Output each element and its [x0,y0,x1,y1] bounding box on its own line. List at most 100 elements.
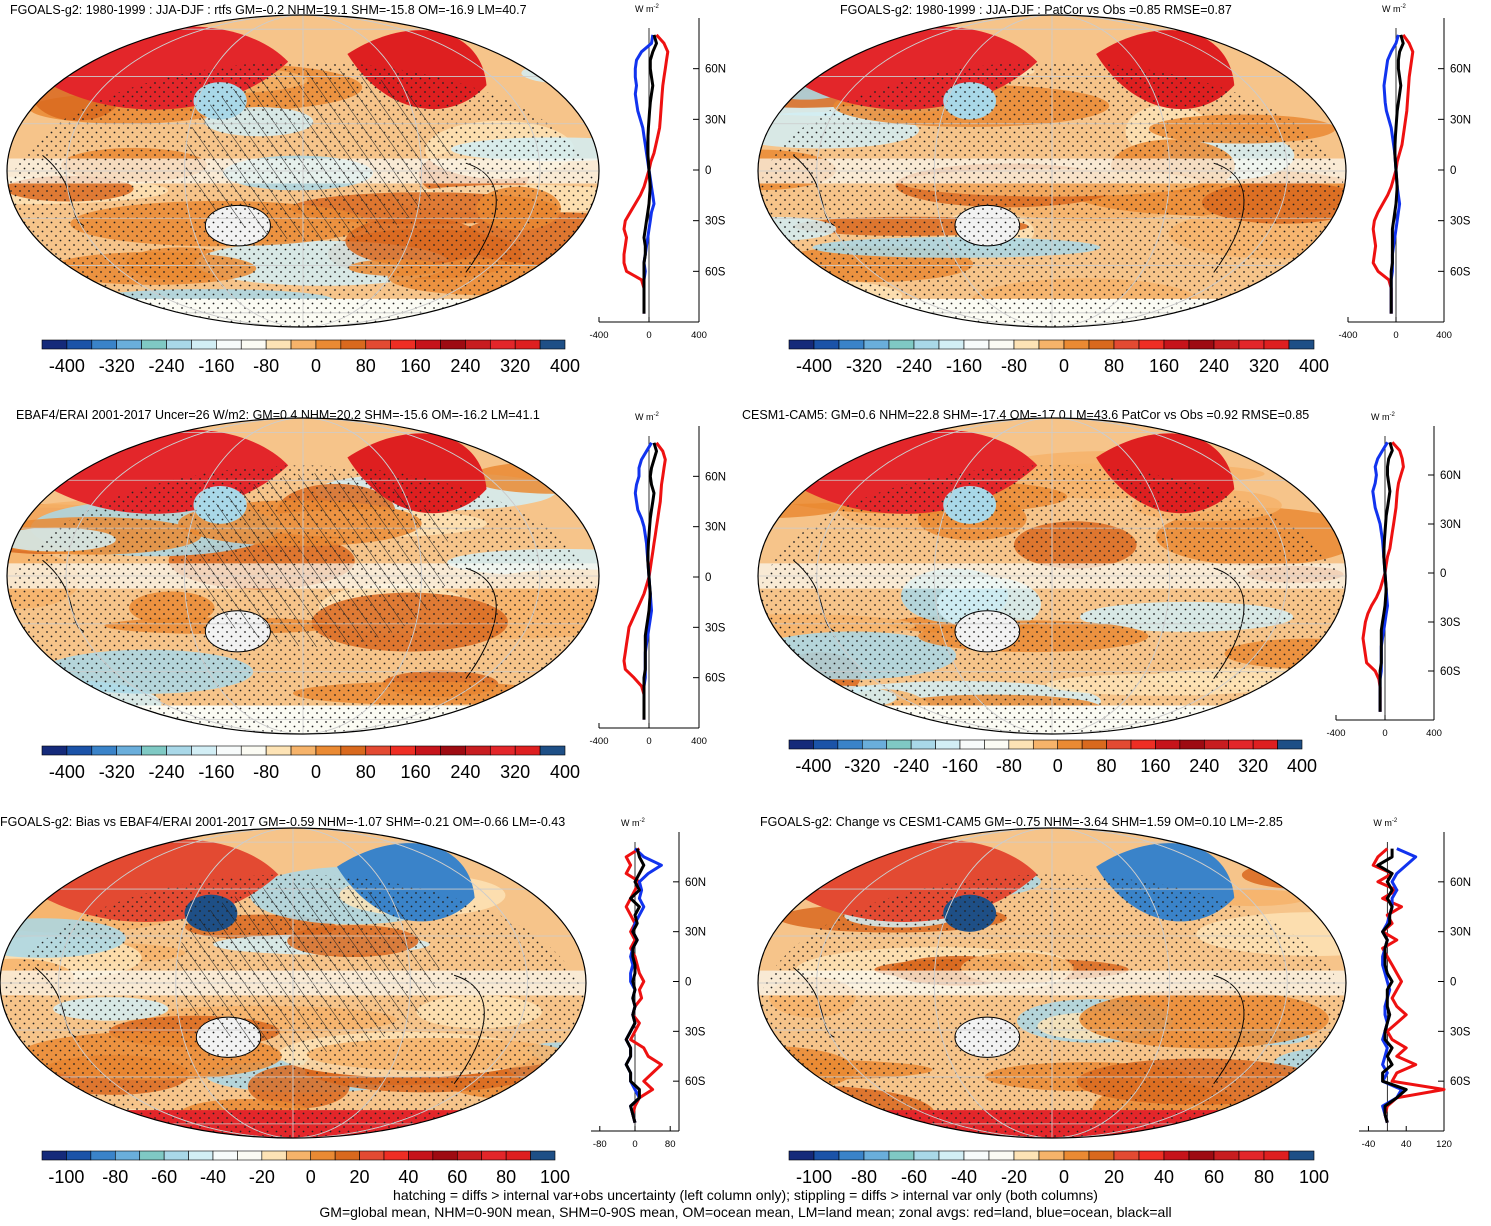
panel-c: EBAF4/ERAI 2001-2017 Uncer=26 W/m2: GM=0… [0,408,726,782]
colorbar-swatch [216,340,241,349]
colorbar-swatch [789,740,813,749]
colorbar-swatch [540,746,565,755]
colorbar-swatch [335,1151,359,1160]
profile-y-tick-label: 60S [705,266,726,278]
profile-y-tick-label: 0 [705,572,711,584]
colorbar-label: -20 [1001,1167,1027,1187]
colorbar-swatch [814,340,839,349]
colorbar-label: 100 [540,1167,570,1187]
colorbar-swatch [1089,1151,1114,1160]
colorbar-label: -80 [253,762,279,782]
colorbar-swatch [789,1151,814,1160]
colorbar-swatch [440,746,465,755]
colorbar-swatch [914,1151,939,1160]
colorbar-swatch [1214,340,1239,349]
colorbar-label: 160 [1149,356,1179,376]
profile-y-tick-label: 30S [1440,617,1461,629]
colorbar-label: 0 [311,356,321,376]
colorbar-swatch [262,1151,286,1160]
colorbar-swatch [142,746,167,755]
colorbar-swatch [191,340,216,349]
world-map [634,828,1435,1157]
colorbar-swatch [1139,340,1164,349]
colorbar-label: 0 [1053,756,1063,776]
colorbar-swatch [391,746,416,755]
colorbar-swatch [989,1151,1014,1160]
colorbar-swatch [167,340,192,349]
colorbar-swatch [1239,340,1264,349]
colorbar-swatch [384,1151,408,1160]
colorbar-swatch [964,340,989,349]
colorbar-swatch [92,340,117,349]
colorbar-swatch [839,340,864,349]
colorbar-swatch [1114,1151,1139,1160]
profile-x-tick-label: 400 [691,330,707,341]
profile-units-superscript: -2 [1392,818,1398,824]
colorbar-swatch [341,746,366,755]
colorbar-swatch [939,1151,964,1160]
colorbar-label: 160 [401,356,431,376]
colorbar-label: 240 [450,356,480,376]
profile-y-tick-label: 60N [1450,877,1471,889]
colorbar-swatch [241,340,266,349]
colorbar-swatch [117,340,142,349]
colorbar-swatch [42,746,67,755]
profile-y-tick-label: 30S [685,1026,706,1038]
colorbar-swatch [1014,340,1039,349]
colorbar-swatch [838,740,862,749]
colorbar-label: -400 [49,762,85,782]
world-map [670,418,1392,753]
colorbar-swatch [117,746,142,755]
colorbar-swatch [1289,340,1314,349]
colorbar-swatch [360,1151,384,1160]
colorbar-swatch [1064,1151,1089,1160]
colorbar-label: -320 [99,762,135,782]
colorbar-label: -240 [149,762,185,782]
profile-units-label: W m-2 [635,412,659,422]
profile-x-tick-label: 0 [632,1139,637,1150]
colorbar-label: 60 [1204,1167,1224,1187]
colorbar-label: -240 [896,356,932,376]
colorbar-swatch [1014,1151,1039,1160]
colorbar-swatch [960,740,984,749]
colorbar-swatch [540,340,565,349]
colorbar-swatch [465,340,490,349]
colorbar-swatch [42,340,67,349]
colorbar-label: 320 [500,356,530,376]
colorbar-swatch [1164,340,1189,349]
colorbar-swatch [465,746,490,755]
colorbar-swatch [91,1151,115,1160]
colorbar-swatch [1039,340,1064,349]
colorbar-label: 400 [550,356,580,376]
colorbar-label: -160 [198,762,234,782]
colorbar-label: 0 [1059,356,1069,376]
colorbar-swatch [416,340,441,349]
profile-y-tick-label: 0 [1450,165,1456,177]
colorbar-label: -240 [149,356,185,376]
colorbar-swatch [366,746,391,755]
profile-x-tick-label: 400 [1426,728,1442,739]
colorbar-label: -60 [151,1167,177,1187]
colorbar-swatch [1114,340,1139,349]
profile-units-superscript: -2 [640,818,646,824]
profile-x-tick-label: 40 [1401,1139,1412,1150]
field-blob [510,688,625,726]
profile-y-tick-label: 30S [705,216,726,228]
profile-y-tick-label: 30N [1450,114,1471,126]
colorbar-swatch [67,340,92,349]
profile-y-tick-label: 60N [1440,470,1461,482]
colorbar-swatch [1089,340,1114,349]
colorbar-swatch [1082,740,1106,749]
colorbar-swatch [1180,740,1204,749]
profile-y-tick-label: 30N [705,114,726,126]
colorbar-label: 20 [1104,1167,1124,1187]
colorbar-label: -100 [796,1167,832,1187]
profile-units-superscript: -2 [1401,4,1407,10]
colorbar-swatch [67,746,92,755]
colorbar-label: -160 [942,756,978,776]
